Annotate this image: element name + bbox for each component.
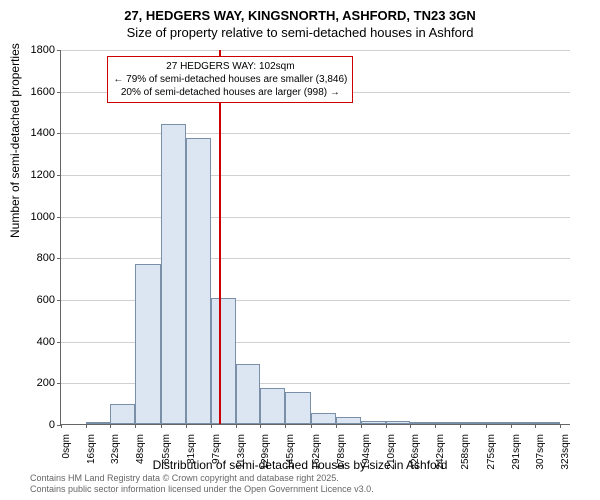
x-tick-mark	[161, 424, 162, 428]
chart-container: 27, HEDGERS WAY, KINGSNORTH, ASHFORD, TN…	[0, 0, 600, 500]
x-tick-mark	[260, 424, 261, 428]
y-tick-label: 200	[37, 377, 61, 389]
x-tick-mark	[61, 424, 62, 428]
x-tick-mark	[410, 424, 411, 428]
histogram-bar	[410, 422, 435, 424]
histogram-bar	[260, 388, 285, 424]
x-tick-mark	[560, 424, 561, 428]
x-tick-mark	[361, 424, 362, 428]
y-tick-label: 1600	[31, 86, 61, 98]
y-tick-label: 800	[37, 252, 61, 264]
histogram-bar	[336, 417, 361, 424]
x-tick-mark	[460, 424, 461, 428]
annotation-line: ← 79% of semi-detached houses are smalle…	[113, 73, 347, 86]
annotation-line: 20% of semi-detached houses are larger (…	[113, 86, 347, 99]
x-tick-mark	[435, 424, 436, 428]
histogram-bar	[535, 422, 560, 424]
x-tick-mark	[535, 424, 536, 428]
title-area: 27, HEDGERS WAY, KINGSNORTH, ASHFORD, TN…	[0, 0, 600, 40]
plot-area: 0200400600800100012001400160018000sqm16s…	[60, 50, 570, 425]
histogram-bar	[236, 364, 261, 424]
x-tick-mark	[211, 424, 212, 428]
y-tick-label: 0	[49, 419, 61, 431]
footer-text: Contains HM Land Registry data © Crown c…	[30, 473, 374, 496]
x-axis-label: Distribution of semi-detached houses by …	[0, 458, 600, 472]
histogram-bar	[86, 422, 111, 424]
histogram-bar	[386, 421, 411, 424]
histogram-bar	[110, 404, 135, 424]
x-tick-mark	[135, 424, 136, 428]
y-tick-label: 400	[37, 336, 61, 348]
x-tick-mark	[285, 424, 286, 428]
histogram-bar	[311, 413, 336, 424]
footer-line-1: Contains HM Land Registry data © Crown c…	[30, 473, 374, 485]
x-tick-mark	[236, 424, 237, 428]
chart-title: 27, HEDGERS WAY, KINGSNORTH, ASHFORD, TN…	[0, 8, 600, 23]
y-gridline	[61, 258, 570, 259]
y-tick-label: 1800	[31, 44, 61, 56]
y-gridline	[61, 175, 570, 176]
x-tick-mark	[386, 424, 387, 428]
x-tick-mark	[86, 424, 87, 428]
histogram-bar	[435, 422, 460, 424]
x-tick-mark	[110, 424, 111, 428]
histogram-bar	[161, 124, 186, 424]
footer-line-2: Contains public sector information licen…	[30, 484, 374, 496]
y-tick-label: 1400	[31, 127, 61, 139]
x-tick-mark	[511, 424, 512, 428]
y-tick-label: 1000	[31, 211, 61, 223]
marker-line	[219, 50, 221, 424]
annotation-line: 27 HEDGERS WAY: 102sqm	[113, 60, 347, 73]
chart-subtitle: Size of property relative to semi-detach…	[0, 25, 600, 40]
histogram-bar	[186, 138, 211, 424]
x-tick-mark	[186, 424, 187, 428]
y-tick-label: 1200	[31, 169, 61, 181]
y-gridline	[61, 50, 570, 51]
histogram-bar	[511, 422, 536, 424]
annotation-box: 27 HEDGERS WAY: 102sqm← 79% of semi-deta…	[107, 56, 353, 103]
histogram-bar	[460, 422, 486, 424]
y-gridline	[61, 133, 570, 134]
y-tick-label: 600	[37, 294, 61, 306]
histogram-bar	[285, 392, 311, 424]
histogram-bar	[361, 421, 386, 424]
histogram-bar	[135, 264, 161, 424]
y-gridline	[61, 217, 570, 218]
y-axis-label: Number of semi-detached properties	[8, 43, 22, 238]
histogram-bar	[211, 298, 236, 424]
x-tick-mark	[486, 424, 487, 428]
x-tick-label: 0sqm	[61, 434, 72, 458]
histogram-bar	[486, 422, 511, 424]
x-tick-mark	[336, 424, 337, 428]
x-tick-mark	[311, 424, 312, 428]
